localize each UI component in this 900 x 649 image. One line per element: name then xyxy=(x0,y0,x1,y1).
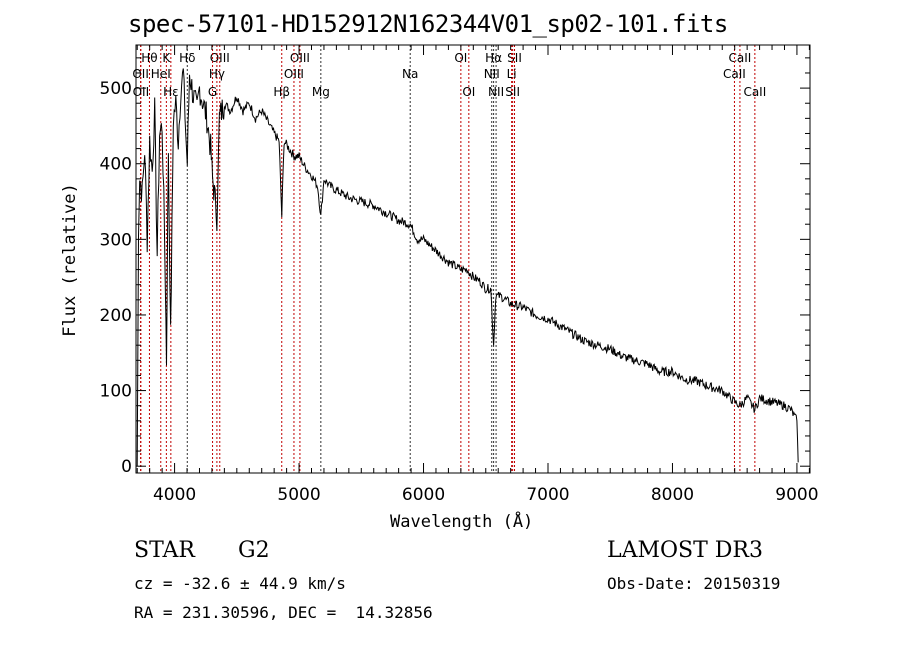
survey-label: LAMOST DR3 xyxy=(607,538,763,563)
object-class: STAR xyxy=(134,538,195,563)
line-label: Na xyxy=(402,67,418,81)
line-label: SII xyxy=(507,51,522,65)
line-label: Mg xyxy=(312,85,330,99)
line-label: Hα xyxy=(485,51,502,65)
y-tick-label: 500 xyxy=(100,79,132,99)
x-tick-label: 7000 xyxy=(526,485,569,505)
chart-title: spec-57101-HD152912N162344V01_sp02-101.f… xyxy=(128,10,728,38)
line-label: OI xyxy=(462,85,475,99)
line-label: Hθ xyxy=(141,51,157,65)
line-label: OI xyxy=(454,51,467,65)
object-subclass: G2 xyxy=(238,538,270,563)
y-tick-label: 0 xyxy=(121,457,132,477)
x-tick-label: 6000 xyxy=(402,485,445,505)
line-label: OIII xyxy=(284,67,304,81)
line-label: OIII xyxy=(210,51,230,65)
x-axis-label: Wavelength (Å) xyxy=(390,512,534,532)
redshift-cz: cz = -32.6 ± 44.9 km/s xyxy=(134,574,346,593)
x-tick-label: 8000 xyxy=(651,485,694,505)
x-tick-label: 9000 xyxy=(775,485,818,505)
y-tick-label: 300 xyxy=(100,230,132,250)
y-tick-label: 200 xyxy=(100,306,132,326)
y-tick-label: 400 xyxy=(100,155,132,175)
line-label: CaII xyxy=(723,67,746,81)
ra-dec: RA = 231.30596, DEC = 14.32856 xyxy=(134,603,433,622)
x-tick-label: 4000 xyxy=(153,485,196,505)
line-label: Hγ xyxy=(209,67,225,81)
y-axis-label: Flux (relative) xyxy=(60,183,80,337)
line-label: NII xyxy=(488,85,504,99)
line-label: Hε xyxy=(163,85,179,99)
x-tick-label: 5000 xyxy=(277,485,320,505)
line-label: OIII xyxy=(290,51,310,65)
line-label: Hβ xyxy=(273,85,290,99)
line-label: CaII xyxy=(743,85,766,99)
plot-frame xyxy=(135,44,811,474)
line-label: NII xyxy=(484,67,500,81)
line-label: G xyxy=(208,85,217,99)
spectrum-line xyxy=(136,68,799,467)
line-label: Hδ xyxy=(179,51,195,65)
line-label: K xyxy=(162,51,171,65)
y-tick-label: 100 xyxy=(100,382,132,402)
obs-date: Obs-Date: 20150319 xyxy=(607,574,781,593)
line-label: CaII xyxy=(729,51,752,65)
line-label: Li xyxy=(507,67,517,81)
line-label: OII xyxy=(133,85,150,99)
line-label: HeI xyxy=(151,67,171,81)
line-label: SII xyxy=(505,85,520,99)
